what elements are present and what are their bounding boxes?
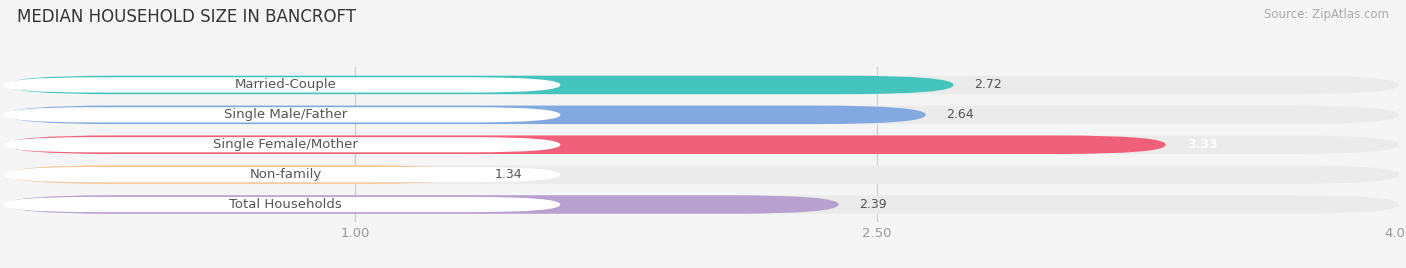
- FancyBboxPatch shape: [4, 197, 561, 212]
- FancyBboxPatch shape: [4, 167, 561, 182]
- FancyBboxPatch shape: [7, 106, 925, 124]
- FancyBboxPatch shape: [7, 195, 839, 214]
- FancyBboxPatch shape: [7, 165, 474, 184]
- Text: Source: ZipAtlas.com: Source: ZipAtlas.com: [1264, 8, 1389, 21]
- FancyBboxPatch shape: [7, 76, 953, 94]
- FancyBboxPatch shape: [4, 77, 561, 92]
- Text: 2.64: 2.64: [946, 108, 974, 121]
- Text: Single Male/Father: Single Male/Father: [224, 108, 347, 121]
- FancyBboxPatch shape: [4, 137, 561, 152]
- Text: Total Households: Total Households: [229, 198, 342, 211]
- Text: Married-Couple: Married-Couple: [235, 79, 336, 91]
- Text: MEDIAN HOUSEHOLD SIZE IN BANCROFT: MEDIAN HOUSEHOLD SIZE IN BANCROFT: [17, 8, 356, 26]
- FancyBboxPatch shape: [7, 76, 1399, 94]
- Text: 2.39: 2.39: [859, 198, 887, 211]
- FancyBboxPatch shape: [7, 135, 1399, 154]
- Text: 2.72: 2.72: [974, 79, 1002, 91]
- FancyBboxPatch shape: [7, 106, 1399, 124]
- FancyBboxPatch shape: [7, 135, 1166, 154]
- Text: Single Female/Mother: Single Female/Mother: [212, 138, 359, 151]
- FancyBboxPatch shape: [4, 107, 561, 122]
- Text: 1.34: 1.34: [495, 168, 522, 181]
- Text: Non-family: Non-family: [249, 168, 322, 181]
- FancyBboxPatch shape: [7, 165, 1399, 184]
- Text: 3.33: 3.33: [1187, 138, 1218, 151]
- FancyBboxPatch shape: [7, 195, 1399, 214]
